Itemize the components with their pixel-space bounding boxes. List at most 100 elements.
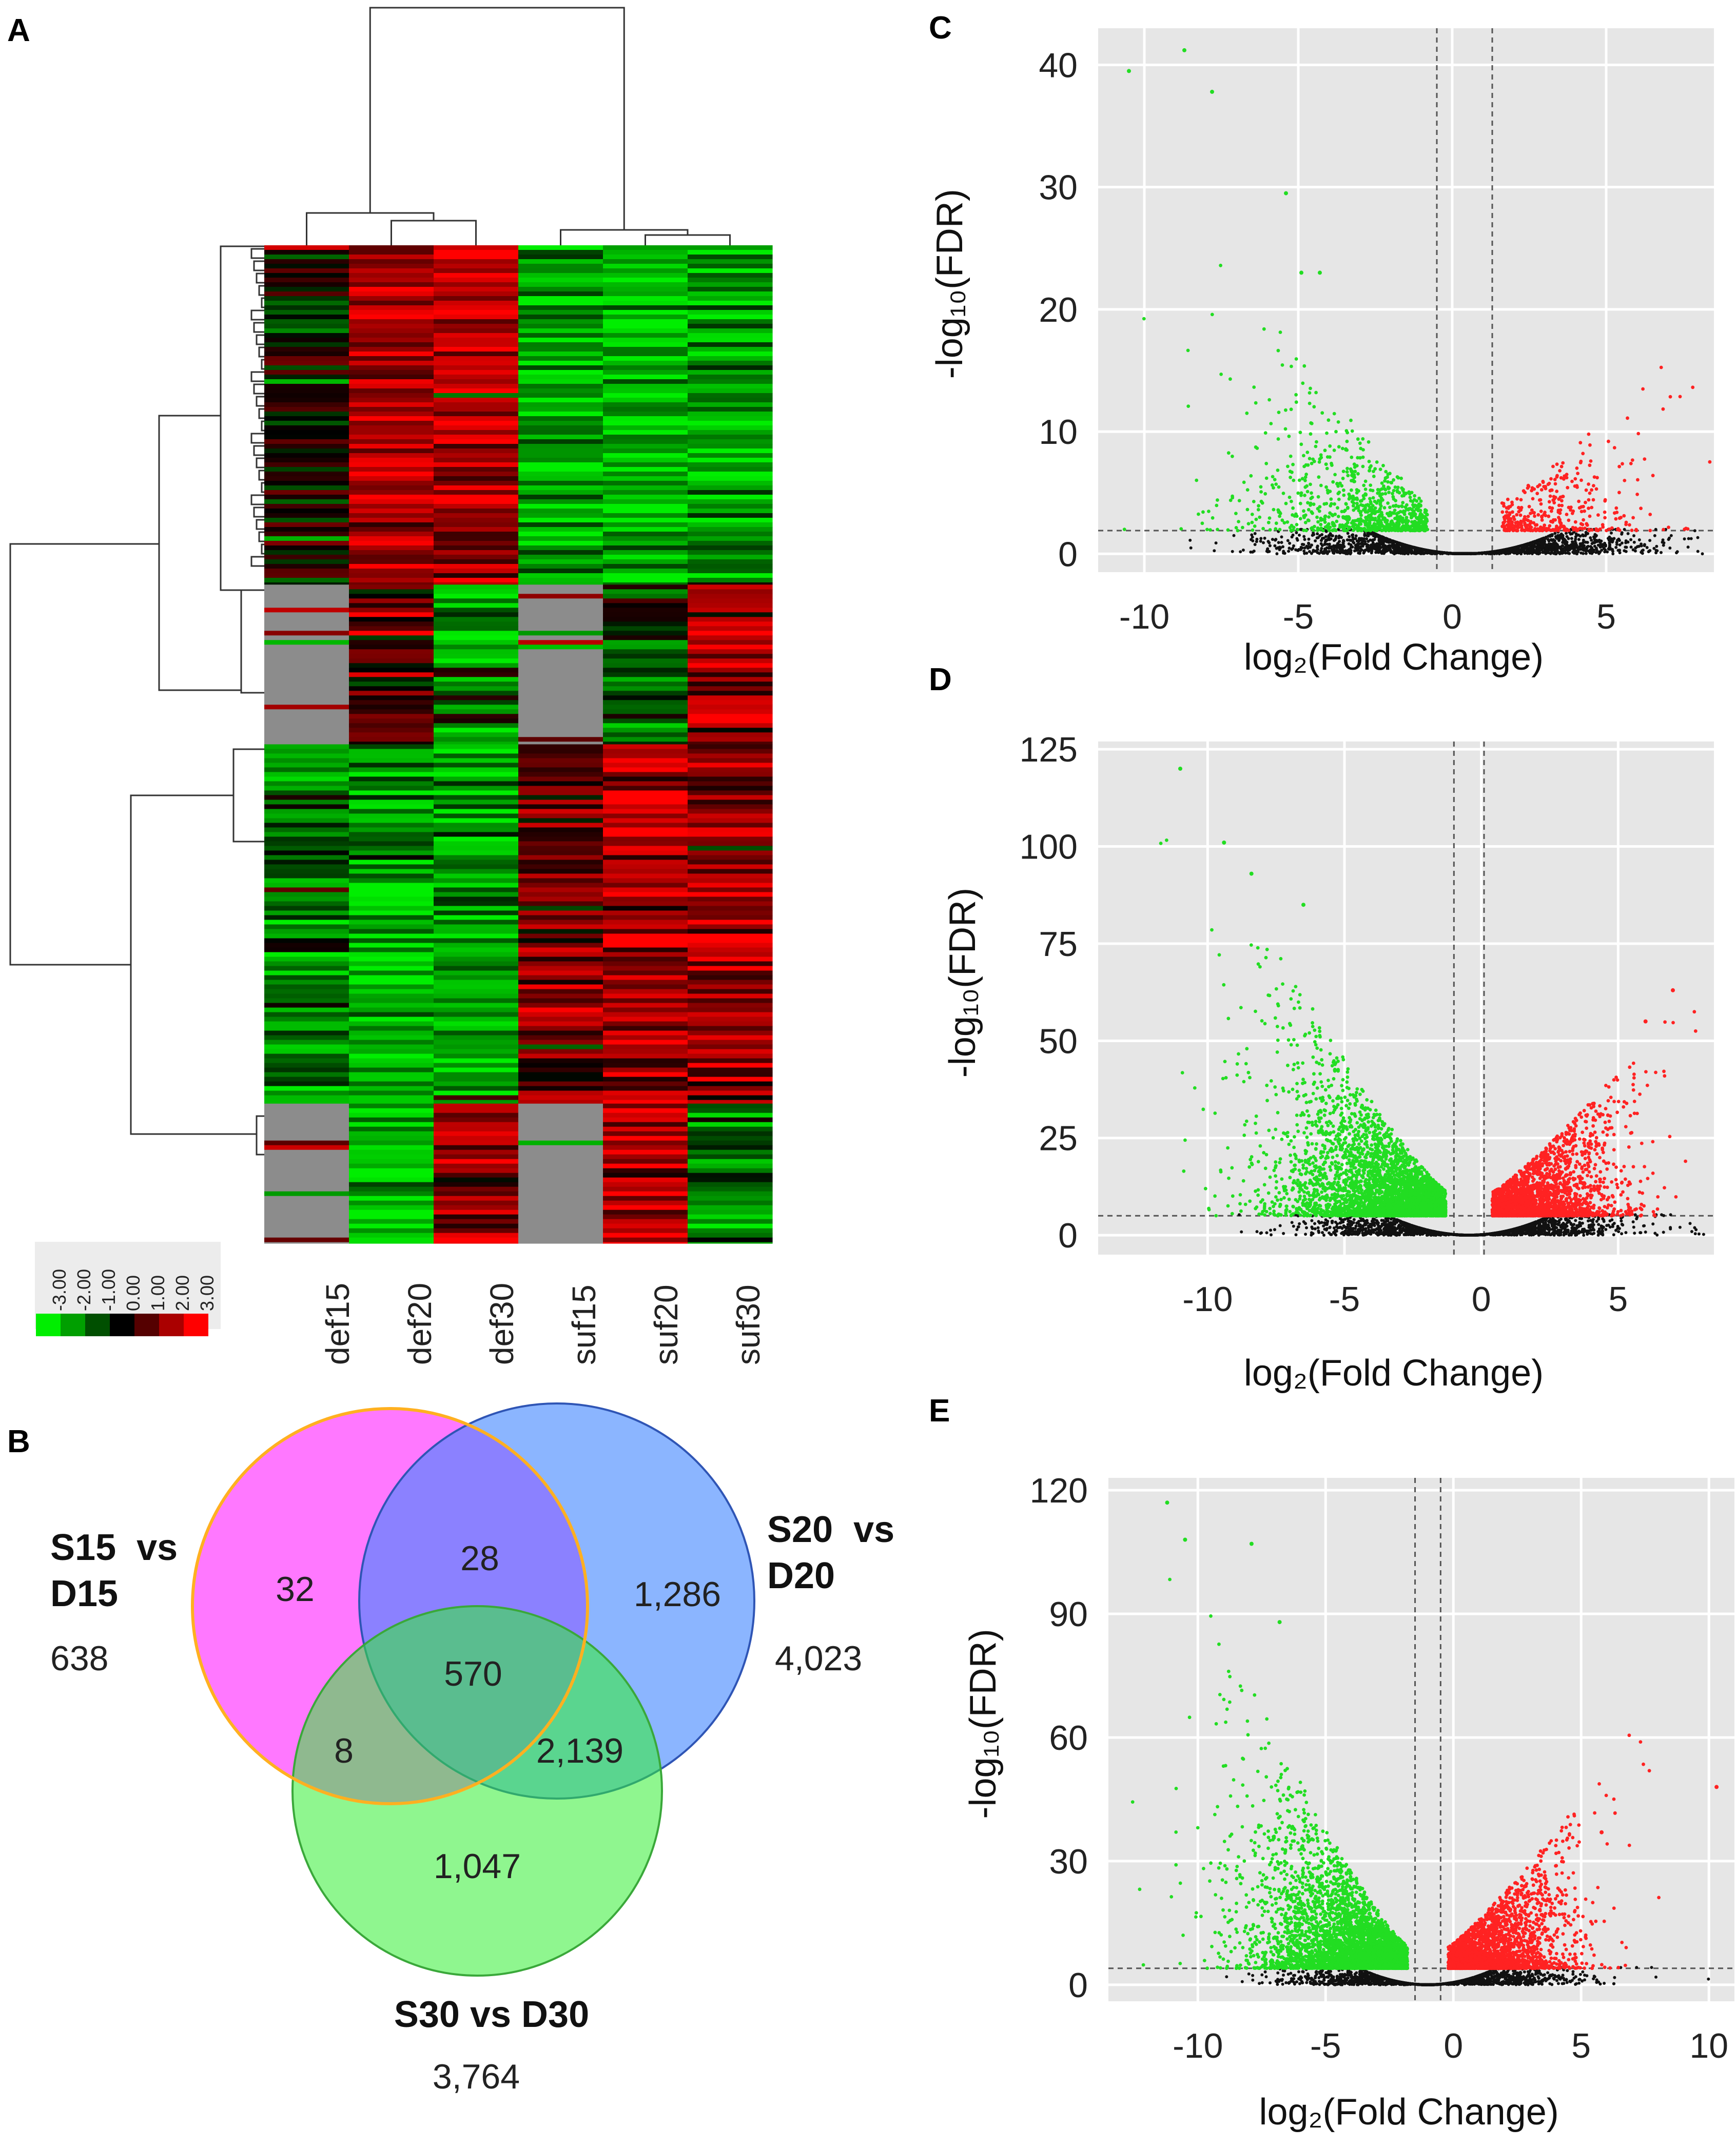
heatmap-cell [349,499,434,504]
heatmap-cell [264,550,349,555]
heatmap-cell [264,989,349,994]
volcano-point [1413,503,1417,508]
heatmap-cell [518,681,603,687]
venn-value-s15-s20: 28 [460,1539,499,1578]
heatmap-cell [264,342,349,347]
volcano-point [1341,515,1345,519]
volcano-point [1588,443,1592,447]
heatmap-cell [434,1131,519,1137]
volcano-point [1305,490,1310,494]
heatmap-cell [688,691,773,696]
heatmap-cell [264,582,349,585]
heatmap-cell [434,915,519,921]
heatmap-cell [264,527,349,532]
heatmap-cell [518,555,603,560]
volcano-point [1632,540,1636,544]
heatmap-cell [518,1173,603,1178]
volcano-point [1294,400,1298,404]
heatmap-cell [603,989,688,994]
column-dendrogram-branch [306,212,435,245]
heatmap-cell [688,1191,773,1197]
heatmap-cell [518,472,603,477]
volcano-point [1603,499,1607,503]
legend-swatch [61,1314,85,1336]
volcano-point [1309,421,1313,425]
heatmap-cell [518,416,603,421]
heatmap-cell [688,645,773,650]
heatmap-cell [603,603,688,608]
heatmap-cell [518,1017,603,1022]
heatmap-cell [349,786,434,791]
volcano-point [1361,437,1365,441]
volcano-point [1331,480,1335,484]
volcano-point [1425,513,1429,517]
volcano-point [1640,542,1643,546]
heatmap-cell [434,1168,519,1174]
volcano-point [1290,499,1293,503]
heatmap-cell [264,896,349,902]
heatmap-cell [349,984,434,990]
heatmap-cell [518,569,603,574]
heatmap-cell [264,278,349,283]
heatmap-cell [603,310,688,315]
heatmap-cell [349,1117,434,1123]
heatmap-cell [434,545,519,551]
heatmap-cell [603,763,688,768]
heatmap-cell [264,589,349,594]
heatmap-cell [264,695,349,700]
volcano-point [1402,512,1407,516]
column-dendrogram-branch [560,229,689,245]
volcano-point [1345,517,1349,521]
heatmap-cell [349,1081,434,1087]
volcano-point [1540,540,1544,544]
heatmap-cell [603,412,688,417]
volcano-point [1290,364,1293,368]
heatmap-cell [434,818,519,824]
volcano-point [1318,534,1322,537]
heatmap-cell [434,938,519,944]
volcano-point [1652,546,1656,550]
heatmap-cell [518,1117,603,1123]
heatmap-cell [688,1017,773,1022]
heatmap-cell [434,1205,519,1211]
volcano-point [1228,498,1233,502]
heatmap-cell [688,559,773,564]
heatmap-cell [688,732,773,737]
volcano-point [1254,401,1258,405]
heatmap-cell [349,920,434,925]
heatmap-cell [688,1122,773,1127]
heatmap-cell [434,943,519,948]
heatmap-cell [518,564,603,569]
heatmap-cell [688,677,773,682]
heatmap-cell [349,545,434,551]
heatmap-cell [688,1040,773,1045]
volcano-point [1354,546,1357,550]
heatmap-cell [518,421,603,426]
heatmap-col-label-4: suf15 [565,1284,602,1365]
volcano-point [1355,497,1359,501]
heatmap-cell [688,1136,773,1141]
heatmap-cell [264,864,349,870]
volcano-point [1356,472,1360,476]
heatmap-cell [603,402,688,407]
heatmap-cell [603,462,688,467]
heatmap-cell [264,1131,349,1137]
heatmap-cell [603,1177,688,1183]
heatmap-cell [603,887,688,893]
heatmap-cell [264,338,349,343]
volcano-point [1562,541,1566,544]
volcano-point [1305,451,1310,454]
heatmap-cell [434,416,519,421]
heatmap-cell [518,518,603,523]
heatmap-cell [434,970,519,976]
volcano-point [1361,455,1365,459]
heatmap-cell [603,749,688,754]
heatmap-cell [434,282,519,287]
volcano-point [1329,504,1333,508]
heatmap-cell [349,1049,434,1055]
heatmap-cell [688,375,773,380]
heatmap-cell [518,509,603,514]
legend-swatch [110,1314,134,1336]
heatmap-cell [518,352,603,357]
volcano-point [1320,411,1324,415]
